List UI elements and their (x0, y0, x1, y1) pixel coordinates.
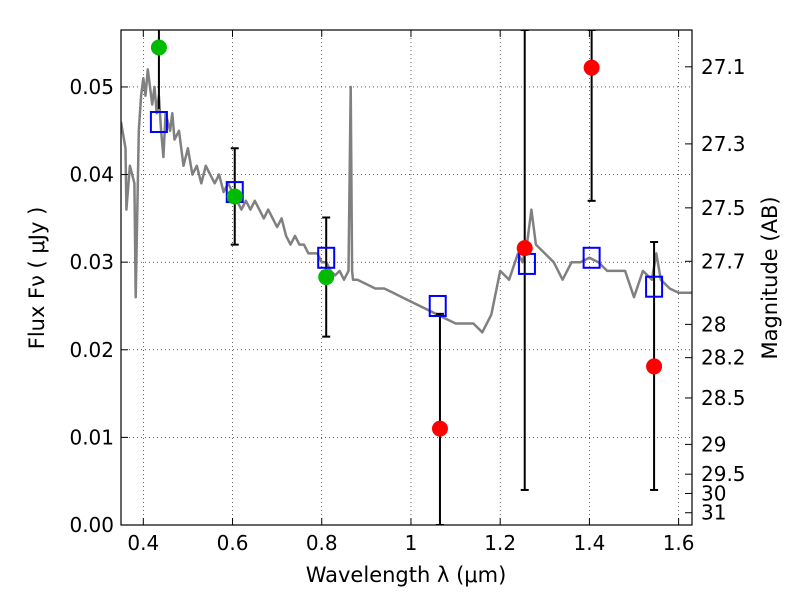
x-axis-label: Wavelength λ (μm) (306, 563, 507, 587)
y-tick-label: 0.05 (69, 75, 114, 99)
y2-tick-label: 27.7 (701, 249, 746, 273)
x-tick-label: 1 (405, 531, 418, 555)
x-tick-label: 1.4 (573, 531, 605, 555)
green-data-point (226, 188, 243, 205)
y2-tick-label: 27.5 (701, 196, 746, 220)
y2-tick-label: 28.2 (701, 346, 746, 370)
x-tick-label: 1.2 (484, 531, 516, 555)
y-tick-label: 0.03 (69, 250, 114, 274)
y2-tick-label: 27.3 (701, 132, 746, 156)
red-data-point (516, 240, 533, 257)
plot-frame (120, 29, 693, 526)
y-tick-label: 0.02 (69, 338, 114, 362)
green-data-point (150, 39, 167, 56)
error-bars (157, 30, 659, 525)
model-photometry-square (428, 294, 447, 317)
plot-area (121, 30, 692, 525)
green-data-point (318, 269, 335, 286)
x-tick-label: 0.4 (127, 531, 159, 555)
y2-axis-label: Magnitude (AB) (758, 196, 782, 359)
y-tick-label: 0.04 (69, 163, 114, 187)
sed-model-line (121, 68, 692, 334)
x-tick-label: 1.6 (663, 531, 695, 555)
grid-lines (121, 30, 692, 526)
y2-tick-label: 27.1 (701, 55, 746, 79)
x-tick-label: 0.8 (306, 531, 338, 555)
y-tick-label: 0.00 (69, 513, 114, 537)
y2-tick-label: 29.5 (701, 462, 746, 486)
x-tick-label: 0.6 (217, 531, 249, 555)
y2-tick-label: 29 (701, 432, 726, 456)
y-tick-label: 0.01 (69, 425, 114, 449)
axis-ticks: 0.4 0.6 0.8 1 1.2 1.4 1.6 0.00 0.01 0.02 0.03 0.04 0… (69, 30, 746, 555)
red-data-point (431, 420, 448, 437)
model-photometry-square (517, 252, 536, 275)
red-data-point (583, 59, 600, 76)
y2-tick-label: 28.5 (701, 386, 746, 410)
y2-tick-label: 30 (701, 481, 726, 505)
y2-tick-label: 28 (701, 312, 726, 336)
model-photometry-square (317, 246, 336, 269)
model-photometry-square (582, 246, 601, 269)
y2-tick-label: 31 (701, 501, 726, 525)
red-data-point (646, 358, 663, 375)
y-axis-label: Flux Fν ( μJy ) (25, 207, 49, 350)
model-photometry-square (645, 275, 664, 298)
model-photometry-square (149, 110, 168, 133)
